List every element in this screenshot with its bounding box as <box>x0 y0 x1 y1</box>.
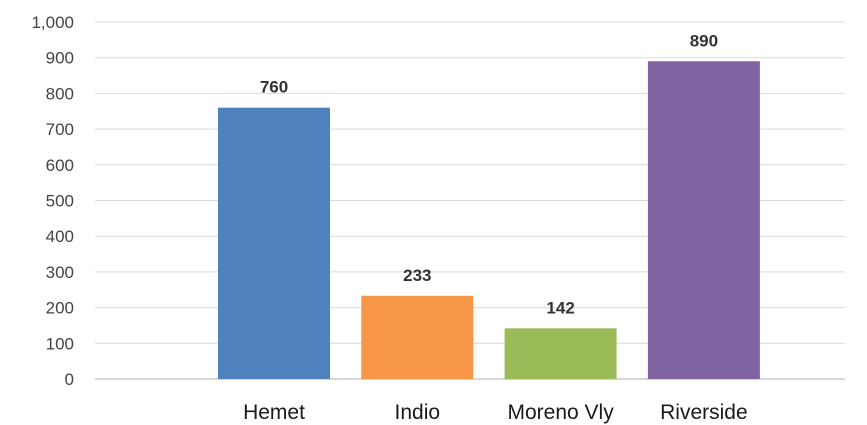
y-tick-label: 500 <box>46 192 74 211</box>
y-tick-label: 300 <box>46 263 74 282</box>
y-tick-label: 900 <box>46 49 74 68</box>
bar-hemet <box>218 107 330 380</box>
y-tick-label: 100 <box>46 334 74 353</box>
x-axis-category-labels: Hemet Indio Moreno Vly Riverside <box>243 401 748 424</box>
bars <box>218 61 760 380</box>
bar-moreno-vly <box>504 328 617 379</box>
y-tick-label: 200 <box>46 299 74 318</box>
data-label: 760 <box>260 78 288 97</box>
x-category-label: Moreno Vly <box>507 401 614 424</box>
x-category-label: Riverside <box>660 401 748 424</box>
y-tick-label: 1,000 <box>31 13 74 32</box>
y-tick-label: 400 <box>46 227 74 246</box>
y-tick-label: 0 <box>65 370 74 389</box>
y-axis-tick-labels: 0 100 200 300 400 500 600 700 800 900 1,000 <box>31 13 74 389</box>
x-category-label: Hemet <box>243 401 305 424</box>
data-label: 142 <box>546 298 574 317</box>
y-tick-label: 600 <box>46 156 74 175</box>
bar-riverside <box>647 61 760 380</box>
data-label: 233 <box>403 266 431 285</box>
y-tick-label: 700 <box>46 120 74 139</box>
y-tick-label: 800 <box>46 84 74 103</box>
data-labels: 760 233 142 890 <box>260 31 718 317</box>
bar-indio <box>361 295 474 379</box>
x-category-label: Indio <box>395 401 441 424</box>
data-label: 890 <box>690 31 718 50</box>
